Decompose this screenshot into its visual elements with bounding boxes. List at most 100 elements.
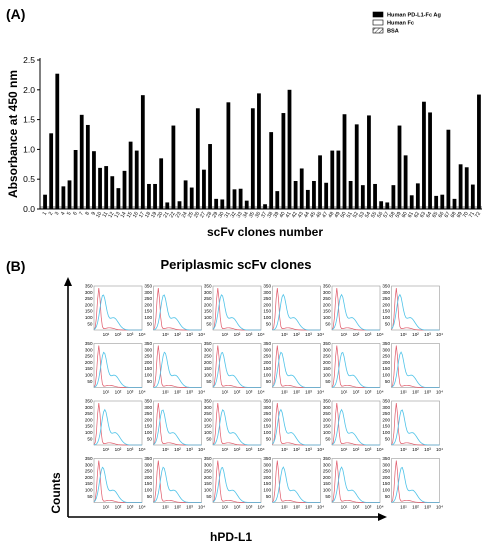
x-tick-label: 25 xyxy=(187,211,195,219)
hist-y-tick-label: 300 xyxy=(85,347,93,352)
legend-label: BSA xyxy=(387,29,399,35)
x-tick-label: 5 xyxy=(66,211,73,217)
bar-39 xyxy=(275,191,280,209)
hist-x-tick-label: 10¹ xyxy=(222,447,229,452)
bar-50 xyxy=(342,114,347,209)
hist-y-tick-label: 350 xyxy=(263,284,271,289)
legend-swatch xyxy=(372,27,384,34)
hist-y-tick-label: 250 xyxy=(204,354,212,359)
bar-12 xyxy=(110,176,115,209)
hist-x-tick-label: 10¹ xyxy=(103,505,110,510)
hist-y-tick-label: 200 xyxy=(204,475,212,480)
bar-4 xyxy=(61,186,66,209)
bar-51 xyxy=(348,180,353,209)
x-tick-label: 2 xyxy=(48,211,55,217)
x-tick-label: 40 xyxy=(279,211,287,219)
x-tick-label: 62 xyxy=(413,211,421,219)
hist-x-tick-label: 10³ xyxy=(305,505,312,510)
hist-x-tick-label: 10⁴ xyxy=(198,505,205,510)
hist-x-tick-label: 10¹ xyxy=(281,447,288,452)
hist-y-tick-label: 100 xyxy=(144,488,152,493)
hist-x-tick-label: 10² xyxy=(412,390,419,395)
hist-x-tick-label: 10² xyxy=(234,332,241,337)
hist-x-tick-label: 10⁴ xyxy=(376,332,383,337)
hist-y-tick-label: 200 xyxy=(263,417,271,422)
hist-x-tick-label: 10⁴ xyxy=(317,332,324,337)
hist-y-tick-label: 150 xyxy=(323,366,331,371)
hist-y-tick-label: 150 xyxy=(85,366,93,371)
histogram-frame xyxy=(331,285,381,331)
hist-y-tick-label: 100 xyxy=(382,373,390,378)
panel-b-label: (B) xyxy=(6,258,25,274)
hist-y-tick-label: 50 xyxy=(147,321,153,326)
x-axis-ticks: 1 2 3 4 5 6 7 8 91011121314151617181920212223242… xyxy=(42,211,483,219)
hist-x-tick-label: 10⁴ xyxy=(198,390,205,395)
x-tick-label: 4 xyxy=(60,211,67,217)
x-tick-label: 12 xyxy=(107,211,115,219)
hist-x-tick-label: 10⁴ xyxy=(138,390,145,395)
bar-17 xyxy=(140,95,145,209)
histogram-frame xyxy=(93,343,143,388)
hist-x-tick-label: 10¹ xyxy=(341,390,348,395)
hist-x-tick-label: 10⁴ xyxy=(376,447,383,452)
bar-57 xyxy=(385,202,390,209)
hist-y-tick-label: 150 xyxy=(204,309,212,314)
hist-y-tick-label: 300 xyxy=(323,347,331,352)
hist-x-tick-label: 10² xyxy=(412,505,419,510)
hist-x-tick-label: 10² xyxy=(293,505,300,510)
x-tick-label: 65 xyxy=(431,211,439,219)
hist-y-tick-label: 100 xyxy=(323,488,331,493)
x-tick-label: 30 xyxy=(217,211,225,219)
x-tick-label: 28 xyxy=(205,211,213,219)
counts-axis-title: Counts xyxy=(49,472,63,514)
hist-y-tick-label: 350 xyxy=(323,399,331,404)
x-tick-label: 56 xyxy=(376,211,384,219)
x-tick-label: 17 xyxy=(138,211,146,219)
y-axis-ticks: 0.0 0.5 1.0 1.5 2.0 2.5 xyxy=(23,55,40,214)
bar-54 xyxy=(367,115,371,209)
bar-36 xyxy=(257,93,261,209)
hist-y-tick-label: 100 xyxy=(204,430,212,435)
hist-y-tick-label: 200 xyxy=(263,302,271,307)
hist-x-tick-label: 10³ xyxy=(305,390,312,395)
hist-y-tick-label: 350 xyxy=(382,456,390,461)
x-tick-label: 71 xyxy=(468,211,476,219)
hist-y-tick-label: 50 xyxy=(385,379,391,384)
bar-63 xyxy=(422,101,426,209)
sample-histogram xyxy=(272,408,321,446)
hist-y-tick-label: 50 xyxy=(325,494,331,499)
hist-x-tick-label: 10³ xyxy=(305,447,312,452)
hist-y-tick-label: 300 xyxy=(144,347,152,352)
hist-x-tick-label: 10³ xyxy=(424,447,431,452)
hist-x-tick-label: 10² xyxy=(234,447,241,452)
legend-label: Human Fc xyxy=(387,21,414,27)
hist-y-tick-label: 350 xyxy=(323,341,331,346)
panel-a: (A) Human PD-L1-Fc Ag Human Fc BSA 0.0 0.5 1… xyxy=(6,6,482,239)
hist-y-tick-label: 350 xyxy=(144,341,152,346)
hist-y-tick-label: 350 xyxy=(204,456,212,461)
sample-histogram xyxy=(272,351,321,388)
x-tick-label: 22 xyxy=(169,211,177,219)
hist-x-tick-label: 10⁴ xyxy=(317,505,324,510)
hist-x-tick-label: 10³ xyxy=(186,505,193,510)
bar-49 xyxy=(336,150,341,209)
hist-x-tick-label: 10² xyxy=(234,505,241,510)
bar-64 xyxy=(428,112,432,209)
hist-y-tick-label: 100 xyxy=(263,315,271,320)
hist-y-tick-label: 300 xyxy=(263,347,271,352)
hist-y-tick-label: 150 xyxy=(204,424,212,429)
hist-y-tick-label: 350 xyxy=(263,456,271,461)
x-tick-label: 9 xyxy=(91,211,98,217)
hist-y-tick-label: 200 xyxy=(323,417,331,422)
hist-x-tick-label: 10² xyxy=(174,332,181,337)
hist-y-tick-label: 300 xyxy=(85,405,93,410)
hist-x-tick-label: 10² xyxy=(412,332,419,337)
hist-y-tick-label: 100 xyxy=(382,430,390,435)
